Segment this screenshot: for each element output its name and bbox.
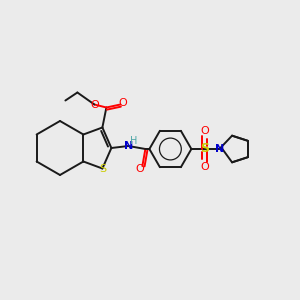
Text: O: O: [90, 100, 99, 110]
Text: O: O: [200, 126, 209, 136]
Text: S: S: [200, 142, 209, 155]
Text: O: O: [200, 162, 209, 172]
Text: N: N: [215, 144, 224, 154]
Text: S: S: [99, 164, 106, 173]
Text: O: O: [135, 164, 144, 174]
Text: N: N: [124, 141, 133, 151]
Text: O: O: [118, 98, 127, 109]
Text: H: H: [130, 136, 137, 146]
